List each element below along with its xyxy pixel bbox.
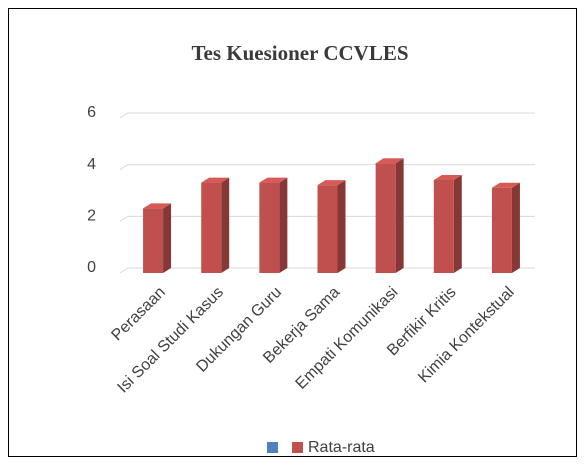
bar-side	[163, 203, 172, 273]
y-tick-label: 6	[87, 104, 96, 121]
chart-title: Tes Kuesioner CCVLES	[191, 41, 408, 65]
bar	[259, 182, 280, 273]
bar-side	[511, 182, 520, 273]
bar-top	[375, 158, 404, 164]
bar-top	[433, 175, 462, 180]
y-tick-label: 2	[87, 208, 96, 225]
bar	[143, 208, 164, 273]
bar-top	[259, 177, 288, 183]
grid-line	[119, 112, 535, 119]
bar-side	[279, 177, 288, 273]
y-tick-label: 0	[87, 259, 96, 276]
legend-swatch	[292, 442, 303, 453]
chart-border	[8, 8, 577, 457]
bar	[317, 185, 338, 273]
bar	[201, 182, 222, 273]
bar-side	[337, 180, 346, 273]
bar-side	[395, 158, 404, 273]
bar-side	[221, 177, 230, 273]
bar-top	[143, 203, 172, 209]
y-tick-label: 4	[87, 156, 96, 173]
bar-top	[491, 182, 520, 188]
legend-swatch-blank	[267, 442, 278, 453]
bar	[491, 187, 512, 273]
bar	[433, 180, 454, 273]
legend-label: Rata-rata	[308, 439, 375, 456]
bar-top	[317, 180, 346, 186]
bar-side	[453, 175, 462, 273]
bar	[375, 163, 396, 273]
bar-top	[201, 177, 230, 183]
